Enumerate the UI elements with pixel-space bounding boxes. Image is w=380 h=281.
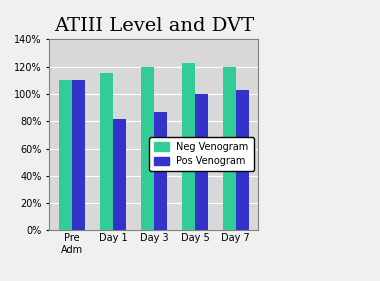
Legend: Neg Venogram, Pos Venogram: Neg Venogram, Pos Venogram: [149, 137, 253, 171]
Bar: [223, 67, 236, 230]
Bar: [182, 63, 195, 230]
Bar: [236, 90, 249, 230]
Bar: [141, 67, 154, 230]
Bar: [59, 80, 72, 230]
Bar: [154, 112, 167, 230]
Bar: [100, 73, 113, 230]
Bar: [113, 119, 126, 230]
Title: ATIII Level and DVT: ATIII Level and DVT: [54, 17, 254, 35]
Bar: [195, 94, 208, 230]
Bar: [72, 80, 85, 230]
